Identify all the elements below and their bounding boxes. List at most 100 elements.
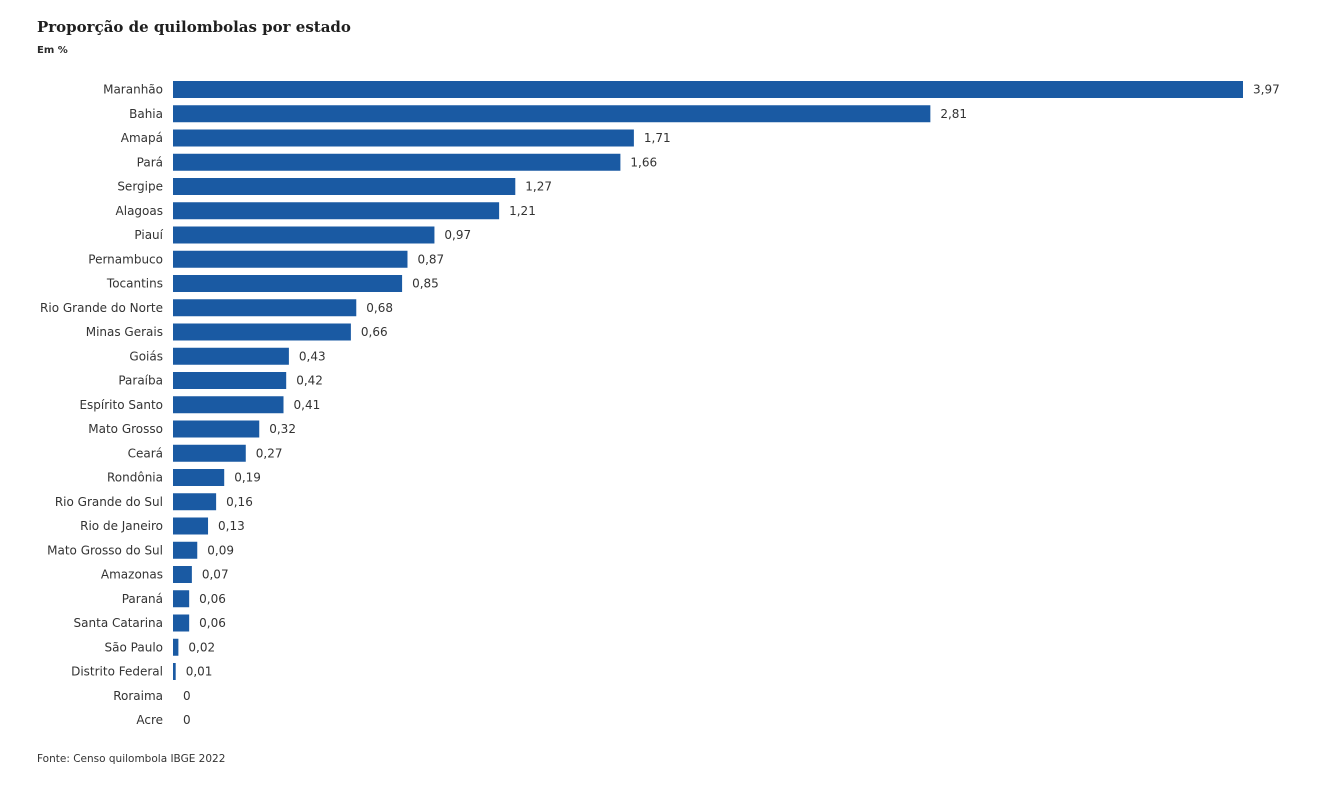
bar (173, 202, 500, 220)
bar-row: Rio Grande do Norte 0,68 (40, 299, 393, 317)
category-label: Rondônia (107, 471, 163, 485)
bar (173, 275, 403, 292)
bar (173, 590, 190, 608)
bar-row: Rio de Janeiro 0,13 (80, 517, 245, 535)
category-label: Paraná (122, 592, 163, 606)
data-label: 0,27 (256, 446, 283, 460)
bar-row: Mato Grosso do Sul 0,09 (47, 541, 234, 559)
bar-row: Bahia 2,81 (129, 105, 967, 123)
bar-row: Amapá 1,71 (121, 129, 671, 147)
data-label: 0,16 (226, 495, 253, 509)
bar-row: Ceará 0,27 (128, 444, 283, 462)
data-label: 3,97 (1253, 83, 1280, 97)
data-label: 0,43 (299, 349, 326, 363)
category-label: Espírito Santo (79, 398, 163, 412)
category-label: Pará (137, 155, 163, 169)
data-label: 0,02 (188, 640, 215, 654)
data-label: 0,13 (218, 519, 245, 533)
data-label: 0,06 (199, 616, 226, 630)
bar (173, 638, 179, 656)
category-label: Bahia (129, 107, 163, 121)
data-label: 0,87 (417, 252, 444, 266)
bar-row: Pará 1,66 (137, 153, 657, 171)
category-label: Tocantins (106, 277, 163, 291)
bar-row: Tocantins 0,85 (106, 275, 439, 292)
bar-row: Alagoas 1,21 (116, 202, 536, 220)
category-label: Rio Grande do Norte (40, 301, 163, 315)
category-label: Distrito Federal (71, 665, 163, 679)
category-label: Minas Gerais (86, 325, 163, 339)
bar-row: Amazonas 0,07 (101, 566, 229, 583)
data-label: 0,85 (412, 277, 439, 291)
data-label: 0,07 (202, 568, 229, 582)
bar (173, 469, 225, 486)
bar (173, 396, 284, 414)
chart-subtitle: Em % (37, 45, 68, 56)
data-label: 0,41 (294, 398, 321, 412)
data-label: 1,71 (644, 131, 671, 145)
chart-title: Proporção de quilombolas por estado (37, 18, 351, 36)
bar (173, 663, 176, 680)
data-label: 0,68 (366, 301, 393, 315)
bar-row: Distrito Federal 0,01 (71, 663, 212, 680)
category-label: Santa Catarina (74, 616, 163, 630)
bar-row: Rondônia 0,19 (107, 469, 261, 486)
source-note: Fonte: Censo quilombola IBGE 2022 (37, 753, 226, 765)
bar (173, 178, 516, 195)
bar-row: Paraná 0,06 (122, 590, 226, 608)
bar (173, 541, 198, 559)
bar-row: Santa Catarina 0,06 (74, 614, 226, 632)
category-label: Acre (136, 713, 163, 727)
bar (173, 444, 246, 462)
bar-row: São Paulo 0,02 (105, 638, 215, 656)
bar (173, 323, 351, 341)
category-label: Rio de Janeiro (80, 519, 163, 533)
data-label: 0,19 (234, 471, 261, 485)
category-label: Ceará (128, 446, 163, 460)
category-label: Mato Grosso do Sul (47, 543, 163, 557)
bar-row: Rio Grande do Sul 0,16 (55, 493, 253, 511)
bar-row: Maranhão 3,97 (103, 81, 1280, 98)
data-label: 0 (183, 713, 191, 727)
bar-row: Paraíba 0,42 (118, 372, 323, 389)
bar (173, 517, 209, 535)
category-label: Mato Grosso (88, 422, 163, 436)
category-label: Goiás (129, 349, 163, 363)
bar (173, 226, 435, 244)
bar (173, 81, 1243, 98)
category-label: Piauí (134, 228, 163, 242)
bar (173, 420, 260, 438)
bar (173, 129, 634, 147)
bar (173, 299, 357, 317)
bar (173, 105, 931, 123)
data-label: 0,09 (207, 543, 234, 557)
data-label: 1,27 (525, 180, 552, 194)
data-label: 0,42 (296, 374, 323, 388)
bar-row: Mato Grosso 0,32 (88, 420, 296, 438)
bar-row: Minas Gerais 0,66 (86, 323, 388, 341)
bar-row: Roraima 0 (113, 689, 190, 703)
data-label: 0,01 (186, 665, 213, 679)
data-label: 0,06 (199, 592, 226, 606)
category-label: Alagoas (116, 204, 163, 218)
data-label: 1,66 (630, 155, 657, 169)
category-label: Pernambuco (88, 252, 163, 266)
bar-row: Sergipe 1,27 (117, 178, 552, 195)
category-label: Sergipe (117, 180, 163, 194)
data-label: 0,32 (269, 422, 296, 436)
bar (173, 614, 190, 632)
category-label: Maranhão (103, 83, 163, 97)
data-label: 0 (183, 689, 191, 703)
category-label: Roraima (113, 689, 163, 703)
bar (173, 347, 289, 365)
bar-row: Acre 0 (136, 713, 190, 727)
category-label: Paraíba (118, 374, 163, 388)
bar (173, 153, 621, 171)
bar (173, 250, 408, 268)
data-label: 1,21 (509, 204, 536, 218)
data-label: 0,97 (444, 228, 471, 242)
category-label: Amazonas (101, 568, 163, 582)
category-label: Amapá (121, 131, 163, 145)
bar (173, 493, 217, 511)
